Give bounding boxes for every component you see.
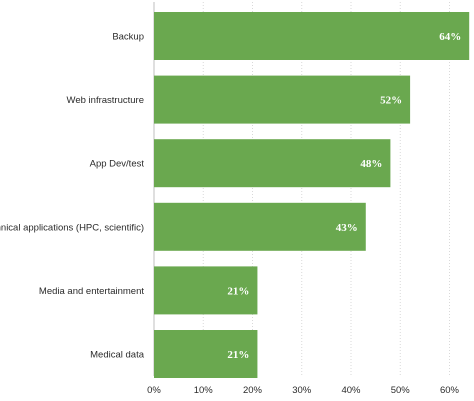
bar <box>154 139 391 188</box>
data-label: 21% <box>227 349 249 361</box>
category-label: Medical data <box>90 350 145 361</box>
x-tick-label: 40% <box>341 385 361 396</box>
category-labels: Backup Web infrastructure App Dev/test Tech… <box>0 32 145 361</box>
category-label: Web infrastructure <box>67 95 144 106</box>
data-label: 64% <box>439 31 461 43</box>
x-tick-label: 20% <box>243 385 263 396</box>
x-tick-label: 0% <box>147 385 161 396</box>
data-label: 21% <box>227 285 249 297</box>
bar <box>154 202 366 251</box>
bar <box>154 330 258 378</box>
data-label: 52% <box>380 95 402 107</box>
x-tick-label: 50% <box>391 385 411 396</box>
x-tick-label: 60% <box>440 385 460 396</box>
x-tick-label: 30% <box>292 385 312 396</box>
bars: 64% 52% 48% 43% 21% 21% <box>154 12 470 378</box>
data-label: 48% <box>360 158 382 170</box>
bar <box>154 12 470 60</box>
x-axis-ticks: 0% 10% 20% 30% 40% 50% 60% <box>147 385 459 396</box>
bar <box>154 75 411 124</box>
bar <box>154 266 258 315</box>
category-label: Backup <box>112 32 144 43</box>
category-label: App Dev/test <box>90 159 145 170</box>
x-tick-label: 10% <box>194 385 214 396</box>
category-label: Technical applications (HPC, scientific) <box>0 222 144 233</box>
data-label: 43% <box>336 222 358 234</box>
category-label: Media and entertainment <box>39 286 144 297</box>
